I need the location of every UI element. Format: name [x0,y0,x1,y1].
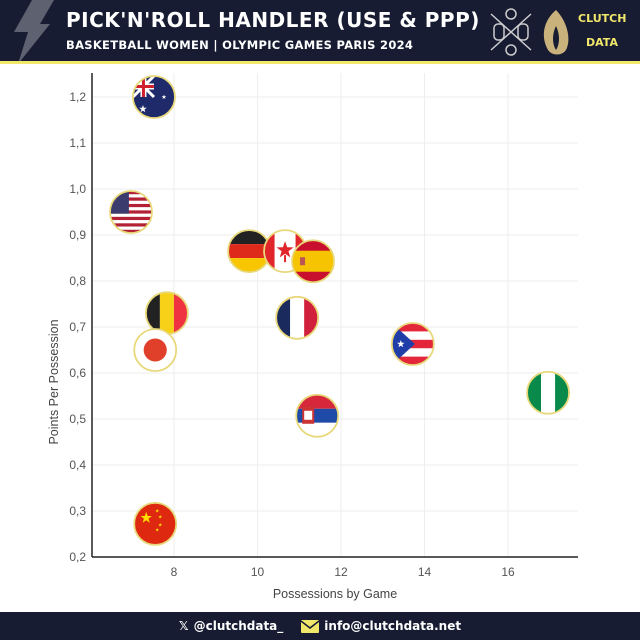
point-marker-border [275,295,320,340]
point-marker-border [291,239,335,284]
lightning-bolt-icon [14,0,54,61]
x-logo-icon: 𝕏 [178,619,189,633]
y-tick-label: 1,2 [69,90,86,104]
scatter-chart: 8 10 12 14 16 0,2 0,3 0,4 0,5 0,6 0,7 0,8 0,9 1,0 1,1 1… [47,73,578,601]
footer: 𝕏 @clutchdata_ info@clutchdata.net [0,612,640,640]
olympic-basketball-logo [490,8,569,56]
brand-name-top: CLUTCH [578,12,627,25]
page-title: PICK'N'ROLL HANDLER (USE & PPP) [66,8,480,32]
brand-name-bottom: DATA [586,36,618,49]
x-tick-label: 16 [501,565,515,579]
y-tick-label: 1,0 [69,182,86,196]
point-marker-border [295,393,340,438]
header: PICK'N'ROLL HANDLER (USE & PPP) BASKETBA… [0,0,640,64]
point-serbia-flag-icon [296,394,339,437]
y-tick-label: 0,9 [69,228,86,242]
points [109,75,570,546]
point-china-flag-icon [134,502,177,545]
y-tick-label: 0,6 [69,366,86,380]
point-puerto-rico-flag-icon [391,323,434,366]
y-tick-label: 1,1 [69,136,86,150]
page-subtitle: BASKETBALL WOMEN | OLYMPIC GAMES PARIS 2… [66,38,414,52]
x-tick-label: 12 [334,565,348,579]
mail-icon [301,619,320,633]
point-marker-border [109,190,153,234]
y-axis-label: Points Per Possession [47,319,61,444]
point-marker-border [133,328,178,372]
point-japan-flag-icon [134,329,177,371]
point-marker-border [526,370,570,415]
point-spain-flag-icon [292,240,335,283]
point-marker-border [133,501,178,546]
twitter-link[interactable]: 𝕏 @clutchdata_ [178,619,284,633]
y-tick-label: 0,3 [69,504,86,518]
point-usa-flag-icon [109,191,152,233]
axes: 8 10 12 14 16 0,2 0,3 0,4 0,5 0,6 0,7 0,8 0,9 1,0 1,1 1… [69,73,578,579]
y-tick-label: 0,4 [69,458,86,472]
y-tick-label: 0,5 [69,412,86,426]
point-marker-border [390,322,435,366]
y-tick-label: 0,2 [69,550,86,564]
y-tick-label: 0,8 [69,274,86,288]
email-link[interactable]: info@clutchdata.net [301,619,461,633]
point-marker-border [132,75,176,119]
x-tick-label: 10 [251,565,265,579]
x-axis-label: Possessions by Game [273,587,397,601]
y-tick-label: 0,7 [69,320,86,334]
x-tick-label: 8 [171,565,178,579]
x-tick-label: 14 [418,565,432,579]
